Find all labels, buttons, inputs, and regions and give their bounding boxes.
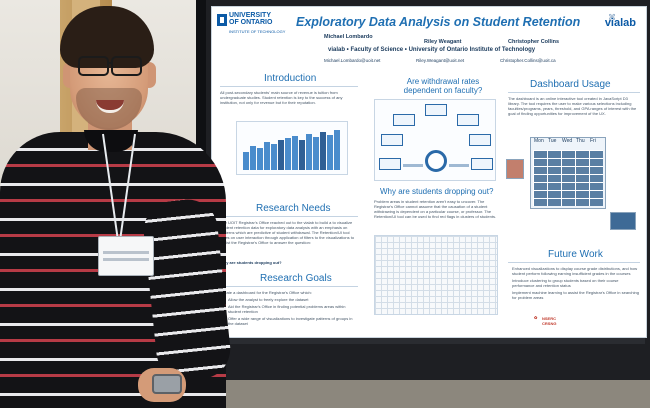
color-swatch: [506, 159, 524, 179]
research-goals-heading: Research Goals: [260, 273, 332, 284]
retention-bar-chart: [236, 121, 348, 175]
color-legend: [610, 212, 636, 230]
faculty-node: [425, 104, 447, 116]
future-work-item: Implement machine learning to assist the…: [512, 290, 639, 300]
why-dropping-text: Problem areas in student retention aren'…: [374, 199, 497, 219]
chart-bar: [271, 144, 277, 170]
calendar-cells: [533, 150, 603, 206]
university-logo: UNIVERSITY OF ONTARIO INSTITUTE OF TECHN…: [217, 12, 285, 42]
university-shield-icon: [217, 14, 227, 26]
author-name-2: Riley Weagant: [424, 39, 462, 45]
author-name-1: Michael Lombardo: [324, 34, 373, 40]
glasses-lens: [78, 56, 109, 76]
faculty-node: [381, 134, 403, 146]
dashboard-usage-text: The dashboard is an online interactive t…: [508, 96, 637, 116]
chart-bar: [278, 140, 284, 170]
research-goal-item: Aid the Registrar's Office in finding po…: [228, 304, 346, 314]
calendar-day-label: Thu: [576, 138, 585, 144]
university-logo-sub: INSTITUTE OF TECHNOLOGY: [229, 29, 286, 34]
section-divider: [220, 86, 358, 87]
university-logo-line2: OF ONTARIO: [229, 19, 273, 26]
glasses-bridge: [107, 62, 113, 64]
research-needs-text: The UOIT Registrar's Office reached out …: [220, 220, 355, 245]
university-logo-line1: UNIVERSITY: [229, 12, 272, 19]
introduction-heading: Introduction: [264, 73, 317, 84]
retention-hub: [425, 150, 447, 172]
faculty-node: [393, 114, 415, 126]
future-work-item: Enhanced visualizations to display cours…: [512, 266, 638, 276]
research-needs-heading: Research Needs: [256, 203, 331, 214]
section-divider: [220, 216, 358, 217]
chart-bar: [243, 152, 249, 170]
shirt-collar: [84, 130, 138, 152]
flow-arrow: [449, 164, 469, 167]
chart-bar: [313, 137, 319, 170]
dashboard-usage-heading: Dashboard Usage: [530, 79, 611, 90]
chart-bar: [327, 135, 333, 170]
lanyard-strap: [102, 133, 119, 238]
vialab-logo-icon: ⌘: [608, 13, 616, 22]
calendar-day-label: Tue: [548, 138, 557, 144]
section-divider: [508, 262, 640, 263]
chart-bar: [250, 146, 256, 170]
chart-bar: [299, 140, 305, 170]
calendar-day-label: Wed: [562, 138, 573, 144]
author-email-2: Riley.Weagant@uoit.net: [416, 58, 465, 63]
author-name-3: Christopher Collins: [508, 39, 560, 45]
chart-bar: [306, 134, 312, 170]
nserc-logo: NSERC CRSNG: [542, 316, 557, 326]
chart-caption: [236, 178, 348, 194]
calendar-caption: [530, 213, 606, 227]
lanyard: [100, 133, 140, 240]
chart-bar: [257, 148, 263, 170]
chart-bar: [285, 138, 291, 170]
introduction-text: All post-secondary students' main source…: [220, 90, 343, 105]
chart-bar: [264, 142, 270, 170]
vialab-logo: vialab: [604, 17, 636, 29]
chart-bar: [320, 132, 326, 170]
section-divider: [508, 92, 640, 93]
wristwatch-icon: [152, 374, 182, 394]
calendar-day-label: Mon: [534, 138, 544, 144]
faculty-node: [457, 114, 479, 126]
research-needs-question: Why are students dropping out?: [220, 260, 282, 265]
author-email-1: Michael.Lombardo@uoit.net: [324, 58, 381, 63]
chart-bar: [292, 136, 298, 170]
name-badge: [98, 236, 154, 276]
section-divider: [220, 286, 358, 287]
flow-arrow: [403, 164, 423, 167]
future-work-item: Introduce clustering to group students b…: [512, 278, 619, 288]
research-goal-item: Allow the analyst to freely explore the …: [228, 297, 309, 302]
acknowledgement-text: [570, 313, 642, 331]
faculty-flow-diagram: [374, 99, 496, 181]
university-logo-text: UNIVERSITY OF ONTARIO: [229, 12, 281, 26]
student-grid-visualization: [374, 235, 498, 315]
calendar-day-label: Fri: [590, 138, 596, 144]
poster-board-ledge: [211, 338, 645, 344]
chart-bar: [334, 130, 340, 170]
faculty-node: [471, 158, 493, 170]
nserc-leaf-icon: ✿: [534, 315, 538, 320]
glasses-lens: [111, 56, 142, 76]
poster-title: Exploratory Data Analysis on Student Ret…: [296, 15, 581, 29]
calendar-visualization: Mon Tue Wed Thu Fri: [530, 137, 606, 209]
eyeglasses-icon: [78, 56, 142, 76]
presenter-smile: [96, 100, 124, 113]
research-goal-item: Offer a wide range of visualizations to …: [228, 316, 353, 326]
presenter: [0, 0, 234, 408]
faculty-node: [379, 158, 401, 170]
research-goals-intro: Create a dashboard for the Registrar's O…: [220, 290, 312, 295]
poster-affiliation: vialab • Faculty of Science • University…: [328, 47, 536, 53]
author-email-3: Christopher.Collins@uoit.ca: [500, 58, 556, 63]
research-poster: UNIVERSITY OF ONTARIO INSTITUTE OF TECHN…: [211, 6, 647, 338]
lanyard-strap: [119, 133, 136, 238]
faculty-node: [469, 134, 491, 146]
future-work-heading: Future Work: [548, 249, 603, 260]
why-dropping-heading: Why are students dropping out?: [380, 187, 494, 196]
withdrawal-heading: Are withdrawal rates dependent on facult…: [403, 77, 483, 95]
